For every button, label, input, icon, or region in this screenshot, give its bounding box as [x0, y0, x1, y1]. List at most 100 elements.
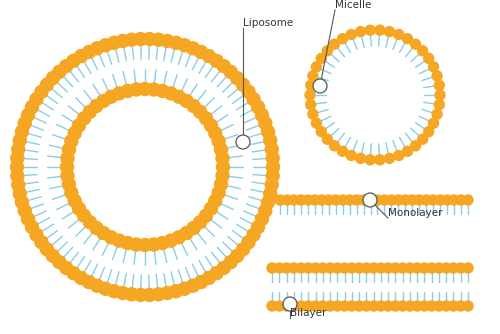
Circle shape	[368, 263, 378, 273]
Circle shape	[212, 135, 225, 148]
Circle shape	[318, 301, 328, 311]
Circle shape	[282, 195, 292, 205]
Circle shape	[435, 195, 445, 205]
Circle shape	[414, 195, 424, 205]
Circle shape	[90, 100, 103, 113]
Circle shape	[210, 267, 223, 280]
Circle shape	[375, 155, 385, 165]
Circle shape	[65, 186, 78, 199]
Circle shape	[178, 282, 191, 295]
Circle shape	[289, 301, 299, 311]
Circle shape	[330, 39, 340, 49]
Circle shape	[398, 263, 407, 273]
Circle shape	[434, 301, 444, 311]
Circle shape	[448, 301, 458, 311]
Circle shape	[104, 90, 118, 103]
Circle shape	[172, 231, 186, 244]
Circle shape	[22, 212, 35, 225]
Circle shape	[46, 249, 60, 263]
Circle shape	[325, 263, 335, 273]
Circle shape	[362, 301, 372, 311]
Circle shape	[46, 71, 60, 85]
Circle shape	[138, 238, 151, 252]
Circle shape	[354, 263, 364, 273]
Circle shape	[242, 236, 255, 249]
Circle shape	[164, 87, 177, 100]
Circle shape	[384, 27, 394, 37]
Circle shape	[441, 301, 451, 311]
Circle shape	[365, 155, 375, 165]
Circle shape	[325, 301, 335, 311]
Circle shape	[11, 169, 24, 182]
Circle shape	[434, 80, 444, 90]
Circle shape	[310, 263, 320, 273]
Circle shape	[376, 301, 386, 311]
Circle shape	[84, 216, 96, 229]
Circle shape	[247, 228, 260, 241]
Circle shape	[16, 125, 28, 138]
Circle shape	[18, 204, 31, 217]
Circle shape	[252, 220, 264, 233]
Circle shape	[160, 34, 173, 47]
Circle shape	[116, 287, 130, 300]
Circle shape	[116, 34, 130, 47]
Circle shape	[134, 33, 147, 45]
Circle shape	[375, 25, 385, 35]
Circle shape	[338, 146, 347, 156]
Circle shape	[424, 127, 434, 137]
Circle shape	[402, 34, 412, 44]
Circle shape	[53, 256, 66, 269]
Circle shape	[338, 195, 347, 205]
Circle shape	[194, 45, 207, 58]
Circle shape	[332, 301, 342, 311]
Circle shape	[216, 169, 229, 182]
Circle shape	[194, 276, 207, 289]
Circle shape	[317, 195, 327, 205]
Circle shape	[312, 62, 322, 72]
Circle shape	[347, 301, 357, 311]
Circle shape	[112, 234, 126, 247]
Circle shape	[61, 152, 74, 165]
Circle shape	[180, 226, 193, 239]
Circle shape	[78, 209, 90, 222]
Circle shape	[405, 301, 415, 311]
Circle shape	[156, 85, 169, 98]
Circle shape	[340, 263, 349, 273]
Circle shape	[312, 118, 322, 128]
Circle shape	[172, 90, 186, 103]
Circle shape	[26, 101, 38, 114]
Circle shape	[218, 60, 230, 72]
Circle shape	[432, 109, 442, 119]
Circle shape	[283, 297, 297, 311]
Circle shape	[410, 39, 420, 49]
Circle shape	[170, 36, 182, 49]
Circle shape	[266, 143, 278, 156]
Circle shape	[296, 263, 306, 273]
Circle shape	[209, 127, 222, 140]
Circle shape	[356, 153, 366, 163]
Circle shape	[187, 221, 200, 234]
Circle shape	[178, 39, 191, 52]
Circle shape	[200, 209, 212, 222]
Circle shape	[274, 301, 284, 311]
Circle shape	[418, 134, 428, 144]
Circle shape	[318, 263, 328, 273]
Circle shape	[426, 301, 436, 311]
Circle shape	[143, 33, 156, 45]
Circle shape	[332, 263, 342, 273]
Circle shape	[65, 135, 78, 148]
Text: Bilayer: Bilayer	[290, 308, 327, 318]
Circle shape	[247, 93, 260, 106]
Circle shape	[230, 249, 243, 263]
Circle shape	[97, 95, 110, 108]
Circle shape	[386, 195, 396, 205]
Circle shape	[310, 301, 320, 311]
Circle shape	[12, 178, 24, 191]
Text: Monolayer: Monolayer	[388, 208, 442, 218]
Circle shape	[322, 134, 332, 144]
Circle shape	[340, 301, 349, 311]
Circle shape	[14, 134, 26, 147]
Text: Liposome: Liposome	[243, 18, 293, 28]
Circle shape	[90, 279, 104, 292]
Circle shape	[428, 118, 438, 128]
